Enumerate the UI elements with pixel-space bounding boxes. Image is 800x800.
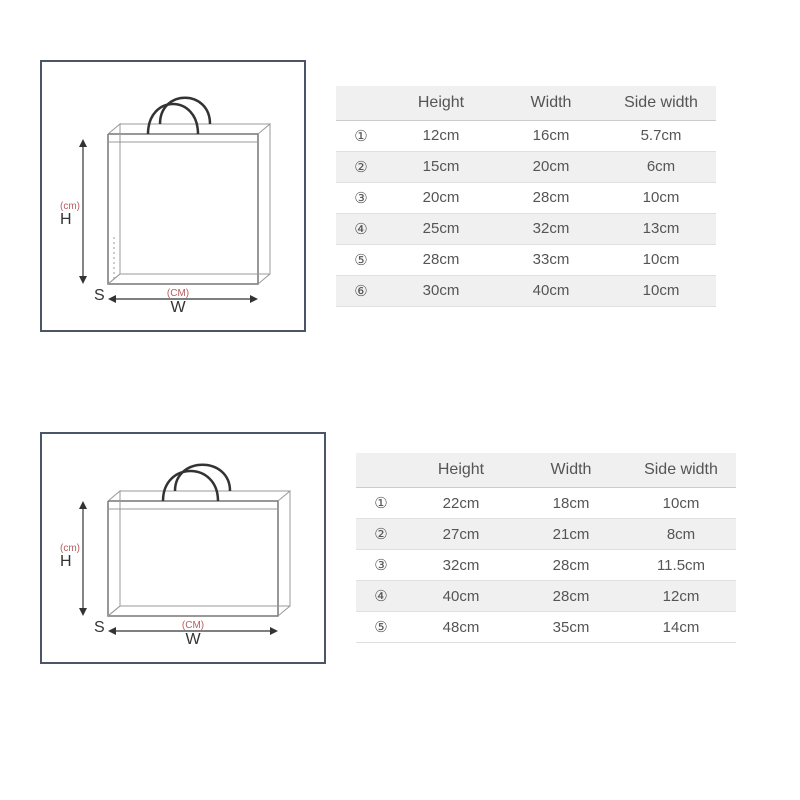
label-W-2: W (185, 631, 201, 646)
section-landscape-bag: H (cm) W (CM) S Height Width Side width … (0, 352, 800, 684)
table-row: ⑤48cm35cm14cm (356, 612, 736, 643)
table-row: ①12cm16cm5.7cm (336, 120, 716, 151)
table2-body: ①22cm18cm10cm ②27cm21cm8cm ③32cm28cm11.5… (356, 488, 736, 643)
th-side-2: Side width (626, 453, 736, 488)
label-W: W (170, 299, 186, 314)
table1-body: ①12cm16cm5.7cm ②15cm20cm6cm ③20cm28cm10c… (336, 120, 716, 306)
table-row: ⑥30cm40cm10cm (336, 275, 716, 306)
th-idx (336, 86, 386, 121)
table-row: ③32cm28cm11.5cm (356, 550, 736, 581)
label-cm-h2: (cm) (60, 543, 80, 554)
table-row: ④25cm32cm13cm (336, 213, 716, 244)
label-S-2: S (94, 619, 105, 636)
th-idx-2 (356, 453, 406, 488)
table-row: ④40cm28cm12cm (356, 581, 736, 612)
table-row: ⑤28cm33cm10cm (336, 244, 716, 275)
th-width: Width (496, 86, 606, 121)
th-width-2: Width (516, 453, 626, 488)
table-row: ①22cm18cm10cm (356, 488, 736, 519)
th-height-2: Height (406, 453, 516, 488)
table-row: ②27cm21cm8cm (356, 519, 736, 550)
size-table-portrait: Height Width Side width ①12cm16cm5.7cm ②… (336, 86, 716, 307)
label-cm-w2: (CM) (182, 620, 204, 631)
table-row: ②15cm20cm6cm (336, 151, 716, 182)
th-side: Side width (606, 86, 716, 121)
label-cm-w: (CM) (167, 288, 189, 299)
section-portrait-bag: H (cm) W (CM) S Height Width Side width … (0, 0, 800, 352)
size-table-landscape: Height Width Side width ①22cm18cm10cm ②2… (356, 453, 736, 643)
label-S: S (94, 287, 105, 304)
bag-diagram-landscape: H (cm) W (CM) S (40, 432, 326, 664)
bag-diagram-portrait: H (cm) W (CM) S (40, 60, 306, 332)
bag-svg-landscape: H (cm) W (CM) S (58, 446, 308, 646)
th-height: Height (386, 86, 496, 121)
label-H-2: H (60, 553, 72, 570)
table-row: ③20cm28cm10cm (336, 182, 716, 213)
label-H: H (60, 211, 72, 228)
label-cm-h: (cm) (60, 201, 80, 212)
bag-svg-portrait: H (cm) W (CM) S (58, 74, 288, 314)
